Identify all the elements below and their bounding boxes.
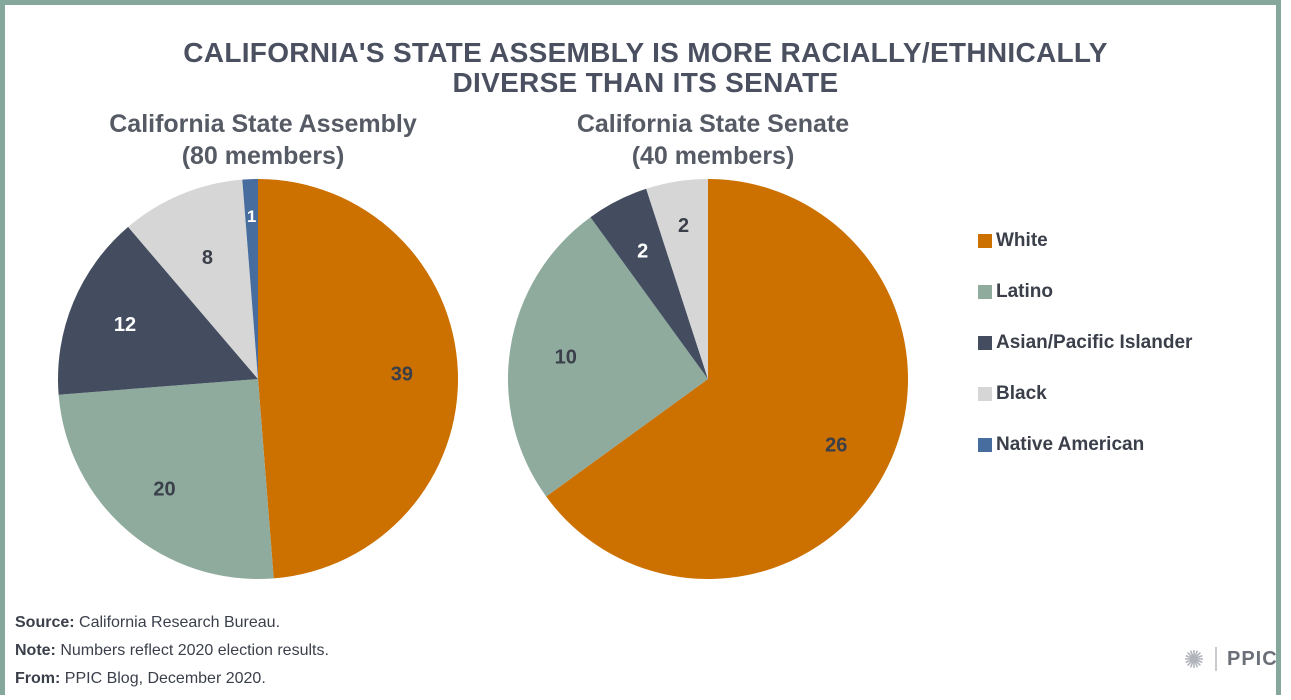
- note-text: Numbers reflect 2020 election results.: [55, 642, 329, 659]
- pie-slice-1-black: [646, 179, 708, 379]
- pie-value-label-1-1: 10: [555, 346, 577, 368]
- source-text: California Research Bureau.: [74, 614, 281, 631]
- logo-divider: [1215, 647, 1217, 671]
- pie-value-label-0-2: 12: [114, 314, 136, 336]
- pie-slice-0-latino: [58, 379, 274, 579]
- sunburst-icon: [1185, 650, 1203, 668]
- legend-swatch: [978, 285, 992, 299]
- legend-label: White: [996, 230, 1048, 251]
- pie-slice-0-native-american: [242, 179, 258, 379]
- from-line: From: PPIC Blog, December 2020.: [15, 669, 266, 689]
- legend-swatch: [978, 336, 992, 350]
- legend-label: Latino: [996, 281, 1053, 302]
- legend-swatch: [978, 234, 992, 248]
- from-label: From:: [15, 670, 61, 687]
- senate-title: California State Senate: [576, 110, 850, 138]
- pie-slice-1-latino: [508, 217, 708, 497]
- pie-slice-1-asian-pacific-islander: [590, 188, 708, 379]
- pie-slice-0-white: [258, 179, 459, 579]
- pie-slice-0-asian-pacific-islander: [57, 226, 258, 395]
- note-line: Note: Numbers reflect 2020 election resu…: [15, 641, 329, 661]
- pie-value-label-0-0: 39: [391, 363, 413, 385]
- pie-slice-1-white: [546, 179, 909, 579]
- pie-value-label-0-3: 8: [202, 247, 213, 269]
- legend-item-black: Black: [978, 383, 1047, 405]
- from-text: PPIC Blog, December 2020.: [60, 670, 266, 687]
- source-label: Source:: [15, 614, 75, 631]
- senate-subtitle: (40 members): [631, 142, 795, 170]
- legend-label: Native American: [996, 434, 1145, 455]
- pie-value-label-0-4: 1: [247, 207, 256, 226]
- legend-label: Asian/Pacific Islander: [996, 332, 1193, 353]
- legend-item-native-american: Native American: [978, 434, 1144, 456]
- pie-value-label-1-0: 26: [825, 434, 847, 456]
- legend-item-asian-pacific-islander: Asian/Pacific Islander: [978, 332, 1192, 354]
- note-label: Note:: [15, 642, 56, 659]
- legend-label: Black: [996, 383, 1047, 404]
- pie-charts-svg: 39 20 12 8 1 26 10 2 2: [57, 179, 909, 579]
- legend-item-white: White: [978, 230, 1048, 252]
- assembly-subtitle: (80 members): [181, 142, 345, 170]
- pie-slice-0-black: [128, 179, 258, 379]
- assembly-title: California State Assembly: [109, 110, 417, 138]
- chart-title-line-1: CALIFORNIA'S STATE ASSEMBLY IS MORE RACI…: [183, 37, 1108, 68]
- chart-title-line-2: DIVERSE THAN ITS SENATE: [452, 67, 839, 98]
- ppic-logo-text: PPIC: [1227, 647, 1278, 670]
- pie-value-label-1-2: 2: [637, 241, 648, 263]
- pie-value-label-0-1: 20: [153, 478, 175, 500]
- legend-swatch: [978, 438, 992, 452]
- legend-swatch: [978, 387, 992, 401]
- source-line: Source: California Research Bureau.: [15, 613, 280, 633]
- pie-value-label-1-3: 2: [678, 215, 689, 237]
- legend-item-latino: Latino: [978, 281, 1053, 303]
- ppic-logo: PPIC: [1183, 647, 1278, 671]
